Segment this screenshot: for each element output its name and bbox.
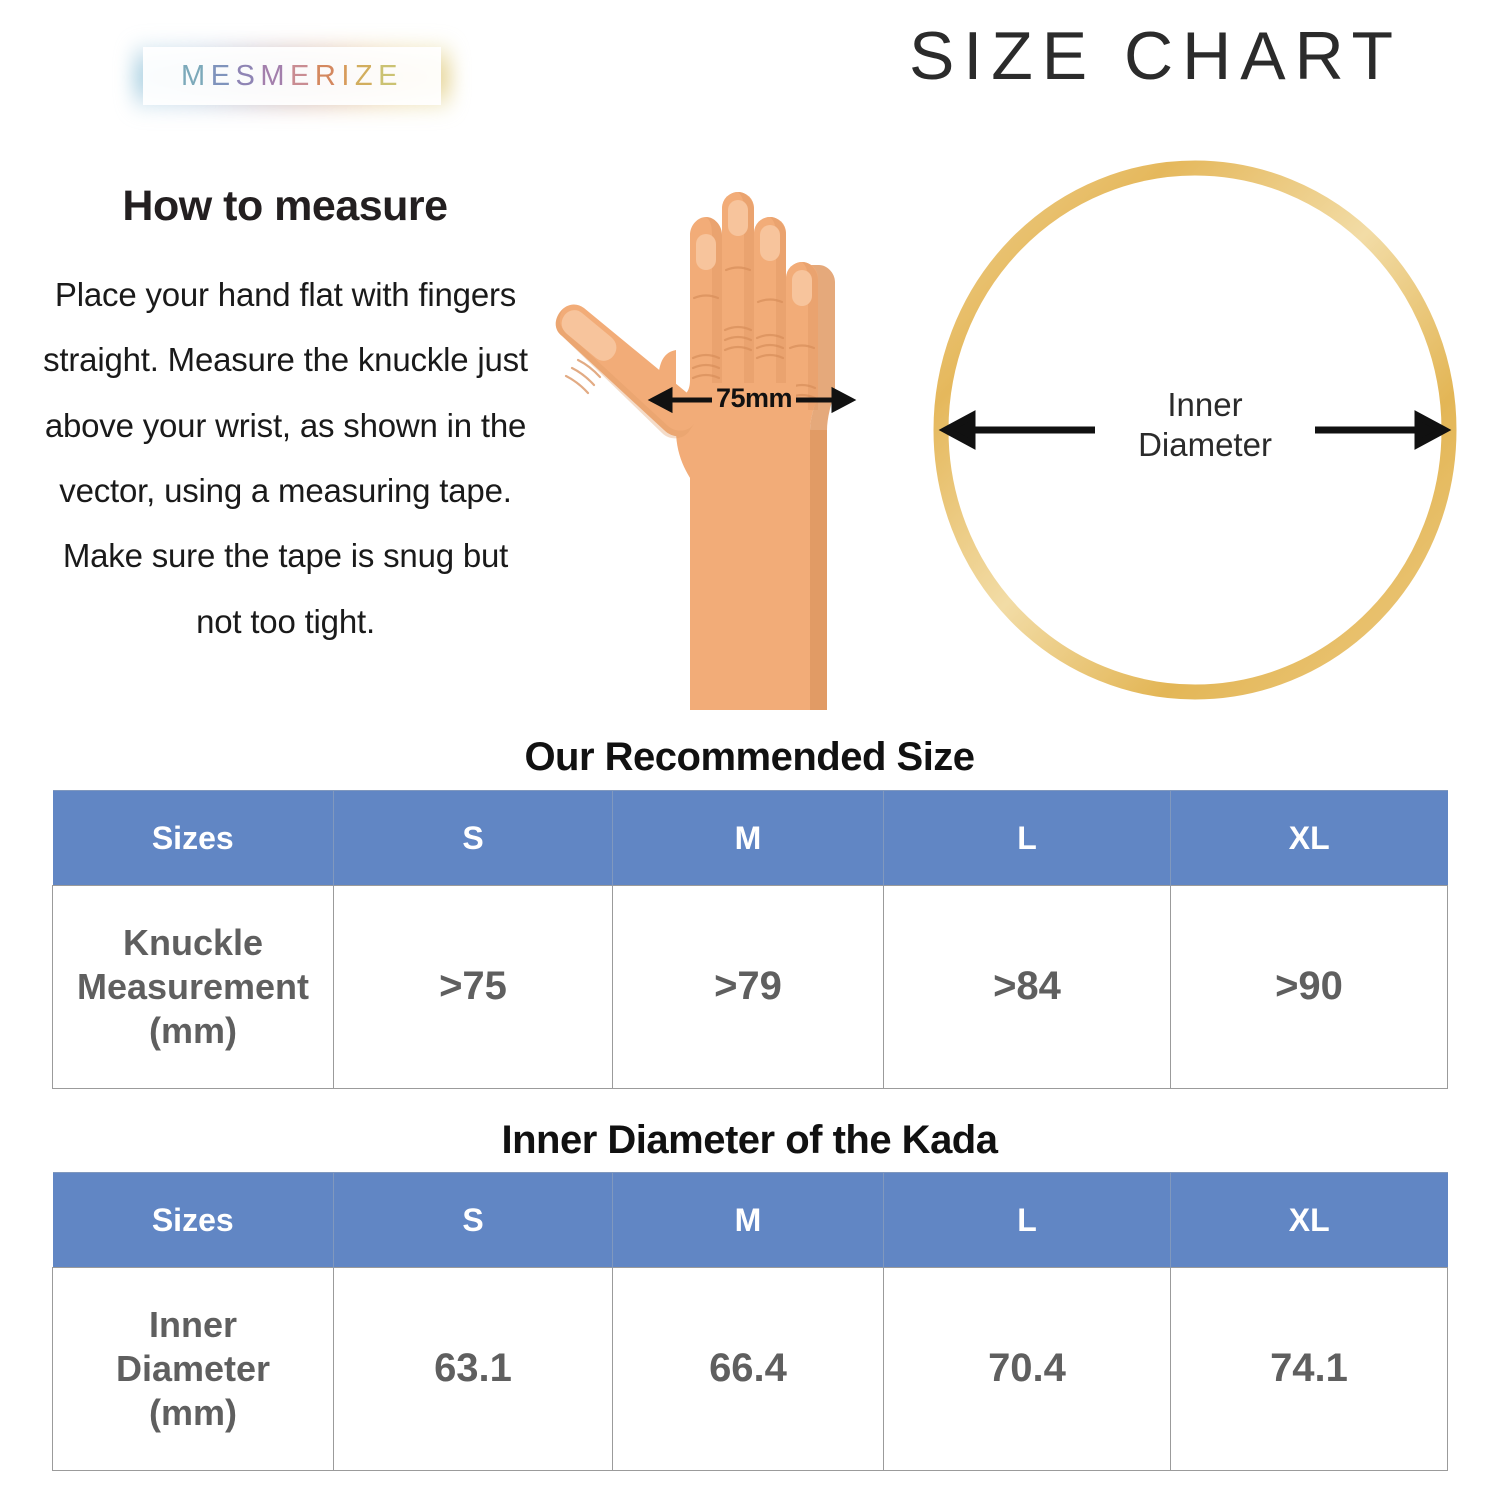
table-row: Knuckle Measurement (mm) >75 >79 >84 >90	[52, 885, 1448, 1089]
logo-letter: E	[378, 59, 403, 92]
column-header-sizes: Sizes	[52, 790, 334, 886]
logo-letter: R	[314, 59, 342, 92]
bangle-diameter-label: Inner Diameter	[1095, 385, 1315, 466]
cell-diameter-s: 63.1	[333, 1267, 613, 1471]
row-label-line3: (mm)	[149, 1009, 237, 1051]
cell-diameter-m: 66.4	[612, 1267, 884, 1471]
row-label-line2: Diameter	[115, 1348, 271, 1390]
cell-knuckle-s: >75	[333, 885, 613, 1089]
recommended-size-table: Sizes S M L XL Knuckle Measurement (mm) …	[52, 790, 1448, 1089]
row-label-line1: Knuckle	[122, 922, 264, 964]
logo-letter: I	[341, 59, 355, 92]
row-label-line3: (mm)	[149, 1391, 237, 1433]
hand-measure-label: 75mm	[712, 383, 797, 414]
howto-measure-body: Place your hand flat with fingers straig…	[43, 276, 528, 640]
column-header-sizes: Sizes	[52, 1172, 334, 1268]
brand-logo: M E S M E R I Z E	[133, 33, 451, 121]
row-label-line2: Measurement	[76, 966, 310, 1008]
hand-illustration	[555, 192, 857, 710]
logo-letter: M	[260, 59, 291, 92]
column-header-xl: XL	[1170, 1172, 1448, 1268]
column-header-s: S	[333, 790, 613, 886]
row-label-line1: Inner	[148, 1304, 237, 1346]
inner-diameter-table: Sizes S M L XL Inner Diameter (mm) 63.1 …	[52, 1172, 1448, 1471]
recommended-size-title: Our Recommended Size	[524, 735, 975, 779]
column-header-xl: XL	[1170, 790, 1448, 886]
howto-measure-heading: How to measure	[122, 182, 448, 230]
row-label-inner-diameter: Inner Diameter (mm)	[52, 1267, 334, 1471]
cell-diameter-xl: 74.1	[1170, 1267, 1448, 1471]
logo-letter: S	[235, 59, 261, 92]
bangle-label-line2: Diameter	[1138, 426, 1272, 464]
logo-letter: E	[290, 59, 315, 92]
column-header-m: M	[612, 1172, 884, 1268]
logo-letter: Z	[354, 59, 379, 92]
logo-plate	[143, 47, 441, 105]
table-header-row: Sizes S M L XL	[52, 1172, 1448, 1268]
cell-knuckle-l: >84	[883, 885, 1171, 1089]
column-header-m: M	[612, 790, 884, 886]
column-header-l: L	[883, 1172, 1171, 1268]
column-header-l: L	[883, 790, 1171, 886]
cell-knuckle-m: >79	[612, 885, 884, 1089]
column-header-s: S	[333, 1172, 613, 1268]
inner-diameter-title: Inner Diameter of the Kada	[501, 1118, 998, 1162]
logo-wordmark: M E S M E R I Z E	[143, 47, 441, 105]
logo-letter: E	[210, 59, 236, 92]
table-row: Inner Diameter (mm) 63.1 66.4 70.4 74.1	[52, 1267, 1448, 1471]
page-title: SIZE CHART	[908, 18, 1402, 94]
cell-diameter-l: 70.4	[883, 1267, 1171, 1471]
table-header-row: Sizes S M L XL	[52, 790, 1448, 886]
logo-letter: M	[181, 59, 211, 92]
row-label-knuckle-measurement: Knuckle Measurement (mm)	[52, 885, 334, 1089]
bangle-label-line1: Inner	[1167, 386, 1243, 423]
cell-knuckle-xl: >90	[1170, 885, 1448, 1089]
